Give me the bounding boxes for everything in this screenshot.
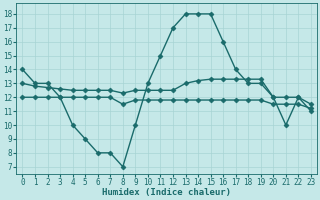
X-axis label: Humidex (Indice chaleur): Humidex (Indice chaleur) xyxy=(102,188,231,197)
